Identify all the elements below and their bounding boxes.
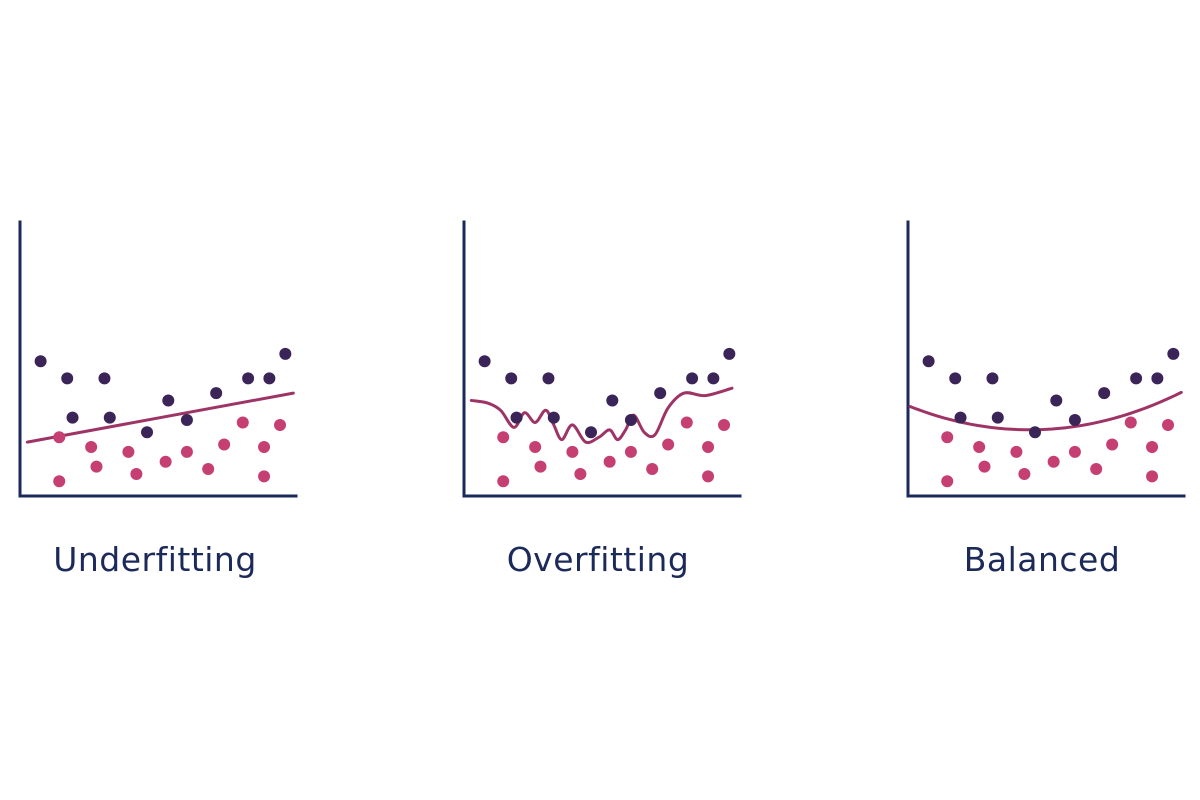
underfitting-dark-point — [210, 387, 223, 400]
balanced-pink-point — [1146, 470, 1159, 483]
balanced-dark-point — [1167, 347, 1180, 360]
underfitting-fit-curve — [25, 391, 295, 444]
overfitting-pink-point — [534, 460, 547, 473]
overfitting-dark-point — [707, 372, 720, 385]
balanced-dark-point — [1098, 387, 1111, 400]
overfitting-dark-point — [585, 426, 598, 439]
underfitting-pink-point — [236, 416, 249, 429]
overfitting-dark-point — [686, 372, 699, 385]
balanced-dark-point — [922, 355, 935, 368]
underfitting-dark-point — [242, 372, 255, 385]
underfitting-pink-point — [258, 470, 271, 483]
balanced-pink-point — [973, 441, 986, 453]
overfitting-pink-point — [646, 463, 659, 476]
balanced-pink-point — [1124, 416, 1137, 429]
overfitting-pink-point — [574, 467, 587, 480]
overfitting-pink-point — [702, 470, 715, 483]
balanced-dark-point — [1050, 394, 1063, 407]
balanced-dark-point — [1029, 426, 1042, 439]
underfitting-pink-point — [90, 460, 103, 473]
balanced-pink-point — [1018, 467, 1031, 480]
balanced-dark-point — [1130, 372, 1143, 385]
overfitting-dark-point — [542, 372, 555, 385]
balanced-dark-point — [954, 411, 967, 424]
balanced-dark-point — [1068, 414, 1081, 427]
overfitting-dark-point — [654, 387, 667, 400]
underfitting-pink-point — [159, 455, 172, 468]
overfitting-dark-point — [723, 347, 736, 360]
balanced-dark-point — [949, 372, 962, 385]
overfitting-pink-point — [680, 416, 693, 429]
overfitting-pink-point — [624, 445, 637, 458]
balanced-axes — [906, 220, 1186, 498]
balanced-pink-point — [1068, 445, 1081, 458]
underfitting-dark-point — [98, 372, 111, 385]
underfitting-pink-point — [218, 438, 231, 451]
overfitting-pink-point — [718, 418, 731, 431]
overfitting-pink-point — [497, 431, 510, 444]
overfitting-pink-point — [497, 475, 510, 488]
overfitting-axes — [462, 220, 742, 498]
label-overfitting: Overfitting — [506, 540, 690, 579]
underfitting-pink-point — [85, 441, 98, 453]
underfitting-dark-point — [103, 411, 116, 424]
overfitting-dark-point — [606, 394, 619, 407]
underfitting-dark-point — [263, 372, 276, 385]
underfitting-pink-point — [122, 445, 135, 458]
balanced-dark-point — [986, 372, 999, 385]
overfitting-dark-point — [510, 411, 523, 424]
balanced-pink-point — [1146, 441, 1159, 453]
overfitting-dark-point — [624, 414, 637, 427]
underfitting-pink-point — [180, 445, 193, 458]
balanced-pink-point — [1162, 418, 1175, 431]
underfitting-dark-point — [141, 426, 154, 439]
balanced-pink-point — [941, 475, 954, 488]
overfitting-fit-curve — [469, 386, 734, 445]
underfitting-pink-point — [202, 463, 215, 476]
overfitting-pink-point — [662, 438, 675, 451]
underfitting-dark-point — [66, 411, 79, 424]
underfitting-dark-point — [34, 355, 47, 368]
underfitting-dark-point — [162, 394, 175, 407]
balanced-plot — [906, 220, 1186, 498]
overfitting-pink-point — [529, 441, 542, 453]
overfitting-plot — [462, 220, 742, 498]
underfitting-plot — [18, 220, 298, 498]
underfitting-dark-point — [279, 347, 292, 360]
label-balanced: Balanced — [963, 540, 1121, 579]
balanced-pink-point — [1047, 455, 1060, 468]
overfitting-dark-point — [505, 372, 518, 385]
underfitting-pink-point — [274, 418, 287, 431]
underfitting-pink-point — [53, 475, 66, 488]
overfitting-pink-point — [603, 455, 616, 468]
overfitting-pink-point — [566, 445, 579, 458]
label-underfitting: Underfitting — [53, 540, 257, 579]
balanced-dark-point — [1151, 372, 1164, 385]
balanced-pink-point — [978, 460, 991, 473]
balanced-pink-point — [1010, 445, 1023, 458]
underfitting-dark-point — [180, 414, 193, 427]
overfitting-dark-point — [478, 355, 491, 368]
balanced-dark-point — [991, 411, 1004, 424]
underfitting-pink-point — [130, 467, 143, 480]
balanced-fit-curve — [908, 390, 1183, 432]
underfitting-pink-point — [258, 441, 271, 453]
underfitting-dark-point — [61, 372, 74, 385]
underfitting-axes — [18, 220, 298, 498]
overfitting-dark-point — [547, 411, 560, 424]
underfitting-pink-point — [53, 431, 66, 444]
overfitting-pink-point — [702, 441, 715, 453]
balanced-pink-point — [941, 431, 954, 444]
balanced-pink-point — [1090, 463, 1103, 476]
balanced-pink-point — [1106, 438, 1119, 451]
